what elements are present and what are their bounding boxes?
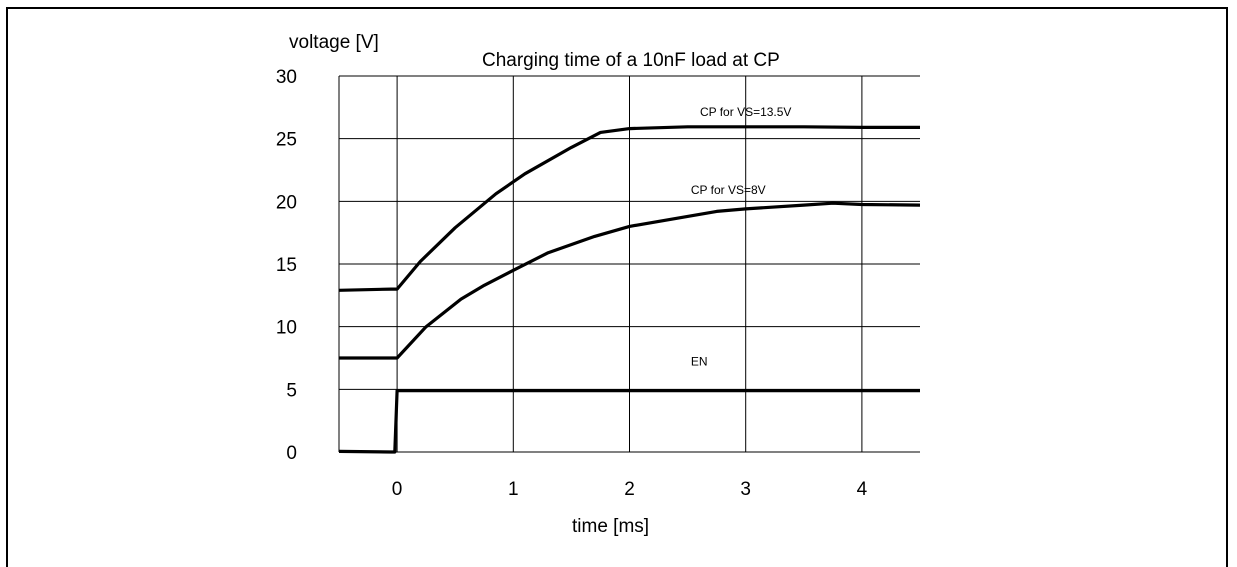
- y-tick-label: 30: [276, 67, 297, 88]
- x-tick-label: 2: [624, 479, 635, 500]
- y-tick-label: 5: [286, 380, 297, 401]
- series-label: EN: [691, 355, 708, 369]
- chart-series: CP for VS=13.5V CP for VS=8V EN: [338, 105, 921, 454]
- series-label: CP for VS=8V: [691, 183, 766, 197]
- y-tick-label: 0: [286, 443, 297, 464]
- y-axis-label: voltage [V]: [289, 32, 379, 53]
- y-tick-label: 25: [276, 130, 297, 151]
- series-line: [338, 389, 920, 454]
- y-tick-label: 15: [276, 255, 297, 276]
- series-line: [339, 201, 921, 360]
- y-tick-label: 20: [276, 192, 297, 213]
- x-tick-label: 1: [508, 479, 519, 500]
- chart-ticks: 0 1 2 3 4 0 5 10 15 20 25 30: [276, 67, 868, 500]
- series-label: CP for VS=13.5V: [700, 105, 792, 119]
- x-tick-label: 4: [857, 479, 868, 500]
- series-line: [338, 125, 920, 292]
- chart-grid: [338, 75, 920, 453]
- chart-title: Charging time of a 10nF load at CP: [482, 50, 780, 71]
- y-tick-label: 10: [276, 318, 297, 339]
- x-tick-label: 3: [740, 479, 751, 500]
- x-axis-label: time [ms]: [572, 516, 649, 537]
- x-tick-label: 0: [392, 479, 403, 500]
- figure-frame: [6, 7, 1228, 567]
